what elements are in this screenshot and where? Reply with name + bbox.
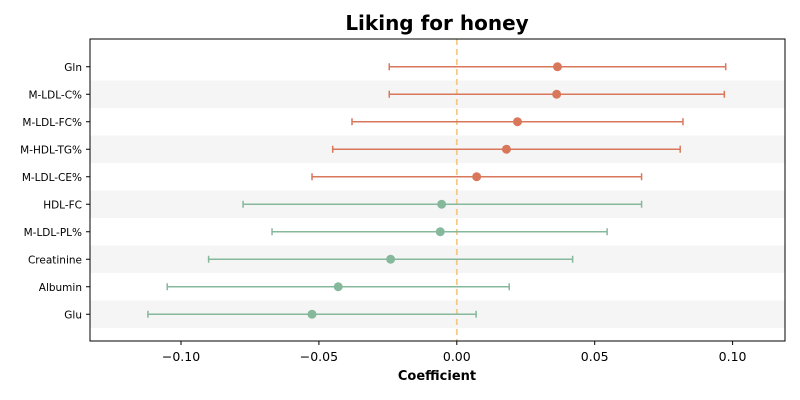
coefficient-point: [552, 62, 562, 72]
estimate-m-ldl-pl-: [271, 227, 608, 237]
y-tick-label: M-LDL-PL%: [24, 227, 82, 239]
y-tick-label: Creatinine: [28, 254, 82, 266]
x-axis: −0.10 −0.05 0.00 0.05 0.10: [162, 341, 747, 364]
coefficient-point: [437, 199, 447, 209]
y-tick-label: Gln: [64, 62, 82, 74]
coefficient-point: [386, 254, 396, 264]
estimate-m-ldl-c-: [388, 89, 726, 99]
coefficient-point: [333, 282, 343, 292]
plot-marks: [147, 62, 727, 319]
x-tick-label: 0.00: [443, 349, 471, 364]
estimate-creatinine: [207, 254, 574, 264]
coefficient-point: [501, 144, 511, 154]
x-tick-label: −0.10: [162, 349, 200, 364]
y-tick-label: Albumin: [39, 282, 82, 294]
chart-title: Liking for honey: [345, 11, 528, 35]
y-tick-label: HDL-FC: [43, 199, 82, 211]
coefficient-point: [472, 172, 482, 182]
estimate-m-hdl-tg-: [331, 144, 681, 154]
coefficient-point: [512, 117, 522, 127]
estimate-albumin: [166, 282, 510, 292]
y-tick-label: M-LDL-CE%: [22, 172, 82, 184]
y-tick-label: Glu: [64, 309, 82, 321]
plot-frame: [89, 38, 786, 342]
estimate-gln: [388, 62, 727, 72]
estimate-m-ldl-fc-: [351, 117, 684, 127]
y-tick-label: M-HDL-TG%: [20, 144, 82, 156]
estimate-m-ldl-ce-: [311, 172, 643, 182]
estimate-hdl-fc: [242, 199, 643, 209]
y-tick-label: M-LDL-FC%: [22, 117, 82, 129]
x-tick-label: 0.05: [581, 349, 609, 364]
estimate-glu: [147, 309, 477, 319]
coefficient-point: [435, 227, 445, 237]
coefficient-point: [307, 309, 317, 319]
coefficient-point: [552, 89, 562, 99]
y-axis: Gln M-LDL-C% M-LDL-FC% M-HDL-TG% M-LDL-CE% HD…: [20, 62, 90, 321]
x-tick-label: 0.10: [719, 349, 747, 364]
x-axis-label: Coefficient: [398, 369, 476, 384]
y-tick-label: M-LDL-C%: [28, 89, 82, 101]
x-tick-label: −0.05: [300, 349, 338, 364]
